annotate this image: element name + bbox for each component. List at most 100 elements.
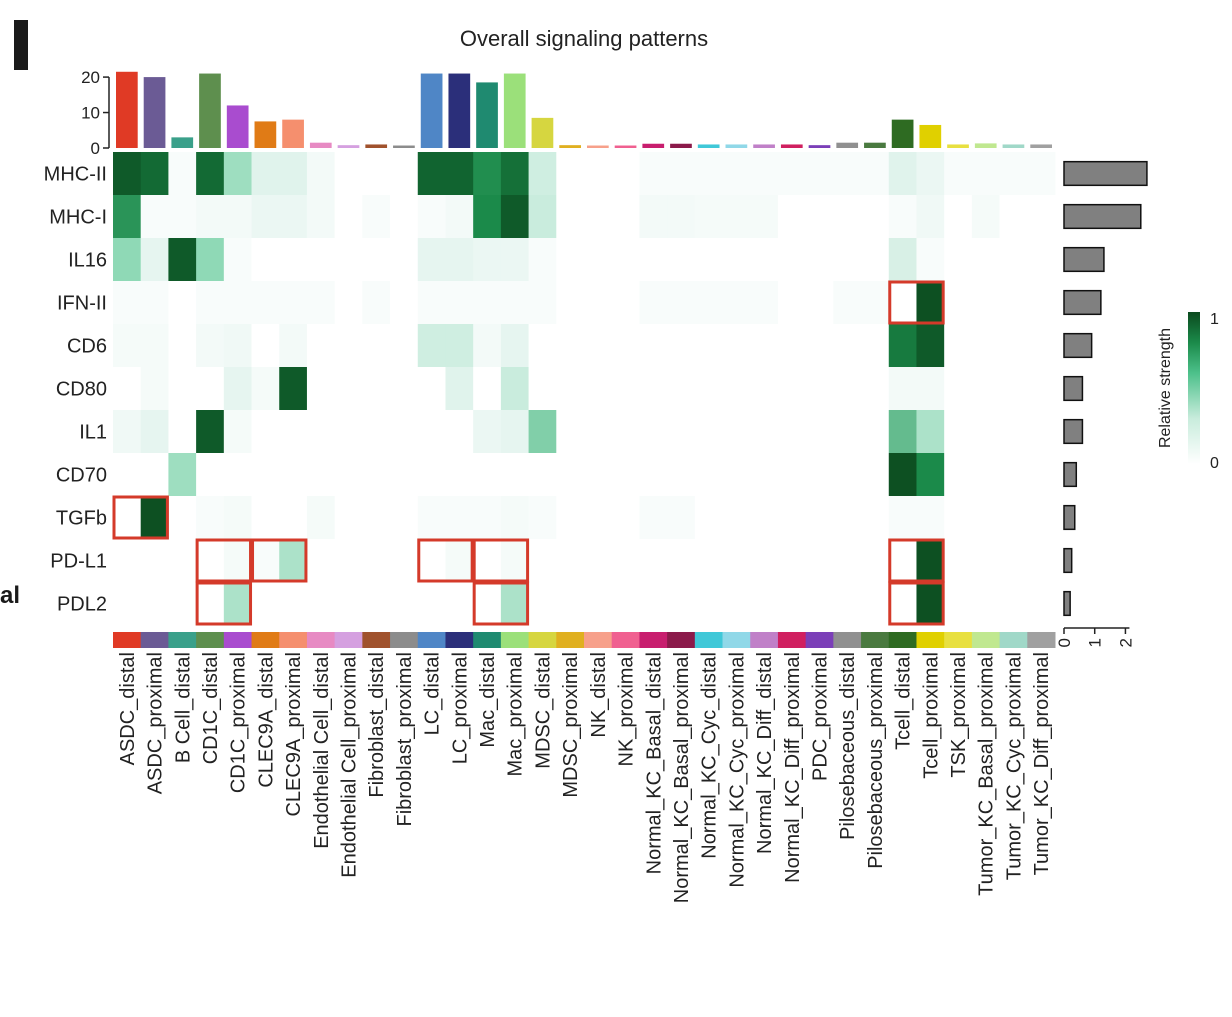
heatmap-cell (667, 238, 696, 282)
heatmap-cell (944, 152, 973, 196)
column-color-swatch (750, 632, 779, 648)
heatmap-cell (1027, 539, 1056, 583)
heatmap-cell (833, 238, 862, 282)
top-bar (753, 144, 775, 148)
highlight-box (888, 581, 945, 626)
heatmap-cell (223, 324, 253, 368)
column-color-swatch (445, 632, 474, 648)
heatmap-cell (1027, 367, 1056, 411)
heatmap-cell (888, 496, 917, 540)
heatmap-cell (279, 582, 308, 626)
heatmap-cell (445, 152, 474, 196)
heatmap-cell (500, 539, 530, 583)
heatmap-cell (306, 367, 336, 411)
heatmap-cell (944, 324, 973, 368)
heatmap-cell (445, 496, 474, 540)
heatmap-cell (805, 324, 834, 368)
heatmap-cell (805, 367, 834, 411)
heatmap-cell (1027, 324, 1056, 368)
heatmap-cell (944, 195, 973, 239)
heatmap-cell (667, 324, 696, 368)
top-bar (531, 117, 554, 148)
heatmap-cell (971, 238, 1001, 282)
heatmap-cell (722, 582, 751, 626)
heatmap-cell (251, 496, 280, 540)
heatmap-cell (417, 453, 446, 497)
column-label: Tcell_proximal (920, 652, 942, 779)
heatmap-cell (971, 582, 1001, 626)
legend-min-label: 0 (1210, 455, 1219, 472)
heatmap-cell (251, 152, 280, 196)
heatmap-cell (168, 324, 197, 368)
heatmap-cell (584, 453, 613, 497)
heatmap-cell (694, 582, 724, 626)
right-bar (1063, 160, 1148, 187)
heatmap-cell (500, 324, 530, 368)
heatmap-cell (445, 539, 474, 583)
highlight-box (417, 538, 474, 583)
row-label: IFN-II (57, 293, 107, 315)
heatmap-cell (223, 410, 253, 454)
heatmap-cell (777, 281, 807, 325)
right-bar (1063, 246, 1105, 273)
heatmap-cell (528, 238, 557, 282)
heatmap-cell (611, 238, 640, 282)
heatmap-cell (113, 453, 142, 497)
legend-title: Relative strength (1157, 328, 1174, 448)
right-bar (1063, 332, 1093, 359)
heatmap-cell (390, 496, 419, 540)
highlight-box (888, 538, 945, 583)
heatmap-cell (556, 453, 585, 497)
heatmap-cell (528, 496, 557, 540)
heatmap-cell (667, 496, 696, 540)
column-label: CLEC9A_proximal (283, 652, 305, 817)
top-bar (864, 142, 886, 148)
heatmap-cell (223, 281, 253, 325)
heatmap-cell (168, 195, 197, 239)
heatmap-cell (445, 582, 474, 626)
heatmap-cell (944, 281, 973, 325)
row-label: PDL2 (57, 594, 107, 616)
heatmap-cell (1027, 195, 1056, 239)
right-bar (1063, 504, 1076, 531)
column-label: Normal_KC_Cyc_proximal (726, 652, 748, 888)
heatmap-cell (445, 410, 474, 454)
heatmap-cell (667, 410, 696, 454)
row-label: CD70 (56, 465, 107, 487)
heatmap-cell (196, 152, 225, 196)
heatmap-cell (916, 195, 945, 239)
heatmap-cell (279, 195, 308, 239)
row-labels: MHC-II MHC-I IL16 IFN-II CD6 CD80 IL1 CD70 TGFb P… (44, 164, 107, 616)
column-label: Normal_KC_Basal_distal (643, 652, 665, 874)
heatmap-cell (971, 152, 1001, 196)
heatmap-cell (999, 496, 1028, 540)
row-label: IL1 (79, 422, 107, 444)
heatmap-cell (362, 496, 391, 540)
top-bar-chart: 0 10 20 (81, 68, 1052, 158)
heatmap-cell (805, 410, 834, 454)
heatmap-cell (390, 367, 419, 411)
heatmap-cell (999, 195, 1028, 239)
heatmap-cell (722, 195, 751, 239)
heatmap-cell (667, 582, 696, 626)
heatmap-cell (777, 496, 807, 540)
heatmap-cell (417, 582, 446, 626)
heatmap-cell (390, 539, 419, 583)
heatmap-cell (473, 539, 502, 583)
heatmap-cell (584, 238, 613, 282)
column-color-swatch (1027, 632, 1056, 648)
heatmap-cell (251, 238, 280, 282)
heatmap-cell (306, 195, 336, 239)
heatmap-cell (861, 281, 890, 325)
heatmap-cell (999, 324, 1028, 368)
heatmap-cell (888, 281, 917, 325)
heatmap-cell (916, 453, 945, 497)
heatmap-cell (168, 582, 197, 626)
column-color-swatch (417, 632, 446, 648)
heatmap-cell (694, 281, 724, 325)
column-labels: ASDC_distal ASDC_proximal B Cell_distal CD1… (117, 652, 1053, 903)
column-label: Mac_proximal (505, 652, 527, 776)
heatmap-cell (223, 152, 253, 196)
heatmap-cell (306, 281, 336, 325)
